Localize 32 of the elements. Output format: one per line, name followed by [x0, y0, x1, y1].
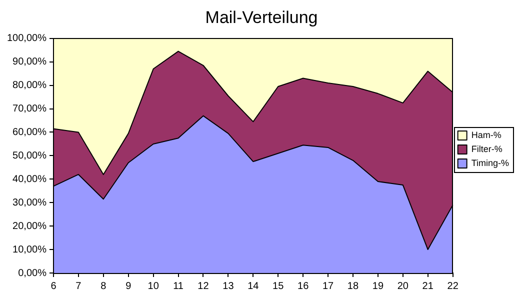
y-tick-label: 0,00%	[18, 268, 47, 279]
x-tick-label: 8	[100, 280, 107, 292]
x-tick-label: 6	[50, 280, 57, 292]
x-tick-label: 15	[272, 280, 284, 292]
legend-label: Timing-%	[471, 158, 509, 168]
y-tick-label: 20,00%	[12, 220, 47, 232]
y-tick-label: 60,00%	[12, 126, 47, 138]
legend-label: Ham-%	[471, 130, 502, 140]
y-tick-label: 40,00%	[12, 174, 47, 185]
x-tick-label: 20	[397, 280, 409, 292]
x-tick-label: 19	[372, 280, 384, 292]
x-tick-label: 22	[447, 280, 459, 292]
y-tick-label: 30,00%	[12, 197, 47, 208]
y-tick-label: 90,00%	[12, 56, 47, 68]
x-tick-label: 7	[76, 280, 82, 292]
x-tick-label: 21	[422, 280, 434, 292]
y-tick-label: 50,00%	[12, 150, 47, 162]
x-tick-label: 17	[322, 280, 334, 292]
chart-title: Mail-Verteilung	[205, 8, 318, 27]
x-tick-label: 10	[148, 280, 160, 292]
x-tick-label: 16	[298, 280, 310, 292]
x-tick-label: 13	[222, 280, 234, 292]
x-tick-label: 18	[347, 280, 359, 292]
y-tick-label: 10,00%	[12, 244, 47, 256]
x-tick-label: 11	[173, 280, 184, 292]
x-tick-label: 9	[126, 280, 132, 292]
y-tick-label: 100,00%	[6, 33, 47, 44]
legend-label: Filter-%	[471, 144, 502, 154]
y-tick-label: 70,00%	[12, 104, 47, 115]
y-tick-label: 80,00%	[12, 80, 47, 92]
x-tick-label: 14	[248, 280, 260, 292]
x-tick-label: 12	[198, 280, 210, 292]
